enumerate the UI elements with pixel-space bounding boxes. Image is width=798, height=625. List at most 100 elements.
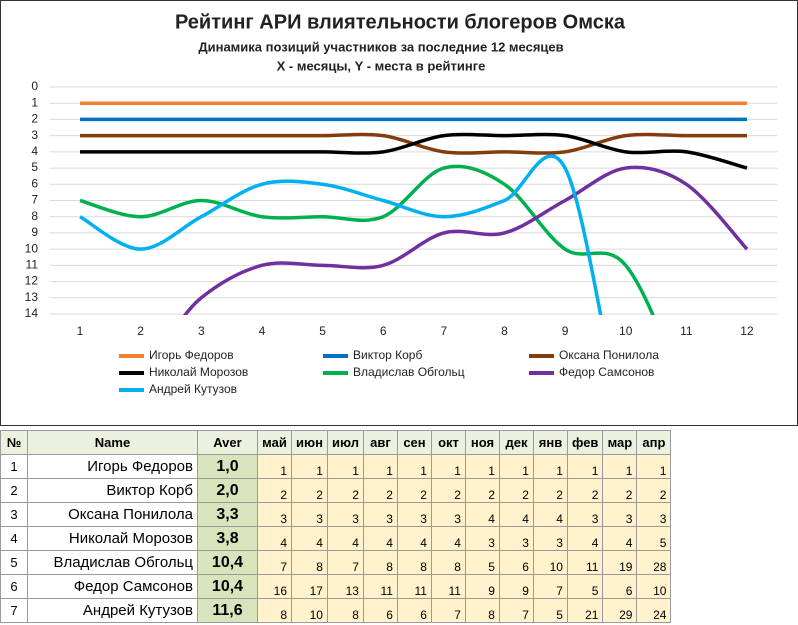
row-number: 3 [0, 502, 28, 527]
month-value: 4 [532, 502, 568, 527]
row-average: 3,8 [197, 526, 258, 551]
y-tick-label: 5 [31, 160, 38, 174]
month-value: 1 [430, 454, 466, 479]
month-value: 3 [396, 502, 432, 527]
month-value: 1 [464, 454, 500, 479]
data-table: № Name Aver май июн июл авг сен окт ноя дек янв фев м… [0, 430, 672, 623]
column-header: окт [430, 430, 466, 455]
row-number: 5 [0, 550, 28, 575]
month-value: 4 [362, 526, 398, 551]
month-value: 7 [257, 550, 292, 575]
month-value: 4 [498, 502, 534, 527]
month-value: 5 [636, 526, 672, 551]
month-value: 2 [257, 478, 292, 503]
y-tick-label: 2 [31, 112, 38, 126]
table-row: 4 Николай Морозов 3,8 4 4 4 4 4 4 3 3 3 4 4 5 [0, 526, 672, 551]
legend-label: Николай Морозов [149, 365, 248, 379]
table-row: 1 Игорь Федоров 1,0 1 1 1 1 1 1 1 1 1 1 1 1 [0, 454, 672, 479]
x-tick-label: 3 [198, 324, 205, 338]
series-line [79, 154, 603, 315]
row-name: Оксана Понилола [27, 502, 198, 527]
column-header: янв [532, 430, 568, 455]
column-header: апр [636, 430, 672, 455]
month-value: 13 [326, 574, 364, 599]
month-value: 1 [291, 454, 328, 479]
x-tick-label: 10 [619, 324, 633, 338]
legend-label: Игорь Федоров [149, 348, 234, 362]
month-value: 6 [362, 598, 398, 623]
month-value: 4 [464, 502, 500, 527]
y-tick-label: 0 [31, 79, 38, 93]
month-value: 2 [362, 478, 398, 503]
y-tick-label: 3 [31, 128, 38, 142]
column-header: июл [326, 430, 364, 455]
y-tick-label: 6 [31, 176, 38, 190]
y-tick-label: 8 [31, 209, 38, 223]
column-header: № [0, 430, 28, 455]
chart-annotation: X - месяцы, Y - места в рейтинге [277, 58, 486, 73]
x-tick-label: 8 [501, 324, 508, 338]
month-value: 2 [291, 478, 328, 503]
series-line [182, 165, 749, 315]
month-value: 2 [602, 478, 638, 503]
month-value: 3 [291, 502, 328, 527]
month-value: 1 [498, 454, 534, 479]
x-tick-label: 2 [137, 324, 144, 338]
month-value: 6 [396, 598, 432, 623]
y-tick-label: 13 [25, 290, 39, 304]
month-value: 3 [532, 526, 568, 551]
y-tick-label: 1 [31, 95, 38, 109]
month-value: 17 [291, 574, 328, 599]
month-value: 5 [566, 574, 604, 599]
month-value: 4 [257, 526, 292, 551]
month-value: 7 [498, 598, 534, 623]
legend-label: Виктор Корб [353, 348, 422, 362]
y-tick-label: 14 [25, 306, 39, 320]
x-tick-label: 5 [319, 324, 326, 338]
row-number: 4 [0, 526, 28, 551]
row-name: Виктор Корб [27, 478, 198, 503]
month-value: 7 [532, 574, 568, 599]
month-value: 1 [602, 454, 638, 479]
month-value: 9 [498, 574, 534, 599]
month-value: 1 [362, 454, 398, 479]
month-value: 8 [362, 550, 398, 575]
column-header: сен [396, 430, 432, 455]
row-number: 1 [0, 454, 28, 479]
row-name: Владислав Обгольц [27, 550, 198, 575]
month-value: 7 [326, 550, 364, 575]
month-value: 7 [430, 598, 466, 623]
month-value: 8 [464, 598, 500, 623]
series-line [80, 132, 748, 170]
month-value: 1 [636, 454, 672, 479]
table-row: 2 Виктор Корб 2,0 2 2 2 2 2 2 2 2 2 2 2 2 [0, 478, 672, 503]
month-value: 6 [498, 550, 534, 575]
y-tick-label: 10 [25, 241, 39, 255]
month-value: 4 [602, 526, 638, 551]
row-number: 7 [0, 598, 28, 623]
column-header: Name [27, 430, 198, 455]
column-header: дек [498, 430, 534, 455]
month-value: 4 [291, 526, 328, 551]
column-header: ноя [464, 430, 500, 455]
x-tick-label: 4 [259, 324, 266, 338]
month-value: 9 [464, 574, 500, 599]
series-line [79, 164, 655, 315]
x-tick-label: 6 [380, 324, 387, 338]
month-value: 3 [498, 526, 534, 551]
row-average: 10,4 [197, 574, 258, 599]
y-tick-label: 4 [31, 144, 38, 158]
month-value: 8 [326, 598, 364, 623]
month-value: 10 [636, 574, 672, 599]
month-value: 3 [430, 502, 466, 527]
column-header: фев [566, 430, 604, 455]
month-value: 3 [326, 502, 364, 527]
month-value: 8 [257, 598, 292, 623]
table-row: 3 Оксана Понилола 3,3 3 3 3 3 3 3 4 4 4 3 3 3 [0, 502, 672, 527]
month-value: 5 [532, 598, 568, 623]
month-value: 3 [464, 526, 500, 551]
x-tick-label: 12 [740, 324, 754, 338]
column-header: мар [602, 430, 638, 455]
month-value: 2 [430, 478, 466, 503]
